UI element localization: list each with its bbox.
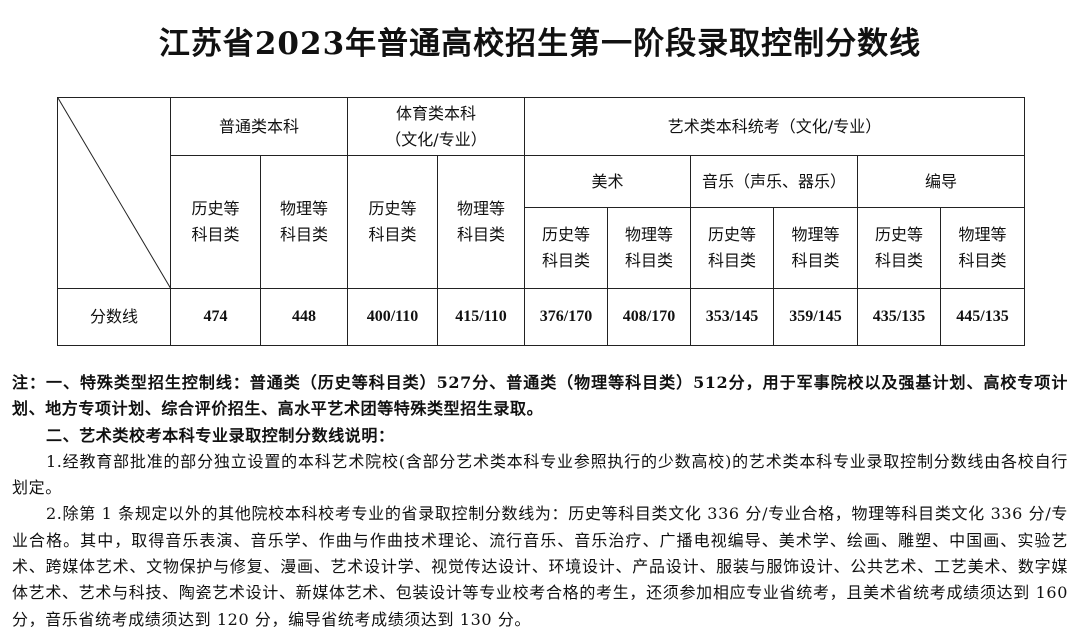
note-art-1: 1.经教育部批准的部分独立设置的本科艺术院校(含部分艺术类本科专业参照执行的少数…	[12, 451, 1068, 498]
score-cell: 415/110	[437, 288, 525, 346]
score-cell: 445/135	[940, 288, 1025, 346]
note-art-2: 2.除第 1 条规定以外的其他院校本科校考专业的省录取控制分数线为：历史等科目类…	[12, 504, 1068, 629]
score-cell: 353/145	[690, 288, 774, 346]
header-physics: 物理等 科目类	[260, 155, 348, 289]
header-physics: 物理等 科目类	[607, 207, 691, 289]
score-cell: 448	[260, 288, 348, 346]
header-fine-art: 美术	[524, 155, 691, 208]
table-row: 分数线 474 448 400/110 415/110 376/170 408/…	[57, 288, 1025, 346]
score-table: 普通类本科 体育类本科 （文化/专业） 艺术类本科统考（文化/专业） 历史等 科…	[57, 97, 1025, 346]
header-music: 音乐（声乐、器乐）	[690, 155, 858, 208]
header-physics: 物理等 科目类	[940, 207, 1025, 289]
row-label: 分数线	[57, 288, 171, 346]
score-cell: 474	[170, 288, 261, 346]
note-art-heading: 二、艺术类校考本科专业录取控制分数线说明：	[46, 425, 395, 445]
diagonal-header-cell	[57, 97, 171, 289]
header-general: 普通类本科	[170, 97, 348, 156]
header-history: 历史等 科目类	[857, 207, 941, 289]
header-history: 历史等 科目类	[170, 155, 261, 289]
score-cell: 400/110	[347, 288, 438, 346]
header-art: 艺术类本科统考（文化/专业）	[524, 97, 1025, 156]
score-cell: 435/135	[857, 288, 941, 346]
page-title: 江苏省2023年普通高校招生第一阶段录取控制分数线	[158, 26, 922, 62]
header-history: 历史等 科目类	[524, 207, 608, 289]
score-cell: 359/145	[773, 288, 858, 346]
score-cell: 376/170	[524, 288, 608, 346]
header-directing: 编导	[857, 155, 1025, 208]
header-history: 历史等 科目类	[690, 207, 774, 289]
notes: 注：一、特殊类型招生控制线：普通类（历史等科目类）527分、普通类（物理等科目类…	[12, 370, 1068, 633]
note-special-lines: 注：一、特殊类型招生控制线：普通类（历史等科目类）527分、普通类（物理等科目类…	[12, 373, 1068, 419]
header-physics: 物理等 科目类	[773, 207, 858, 289]
header-physics: 物理等 科目类	[437, 155, 525, 289]
score-cell: 408/170	[607, 288, 691, 346]
header-sports: 体育类本科 （文化/专业）	[347, 97, 525, 156]
header-history: 历史等 科目类	[347, 155, 438, 289]
